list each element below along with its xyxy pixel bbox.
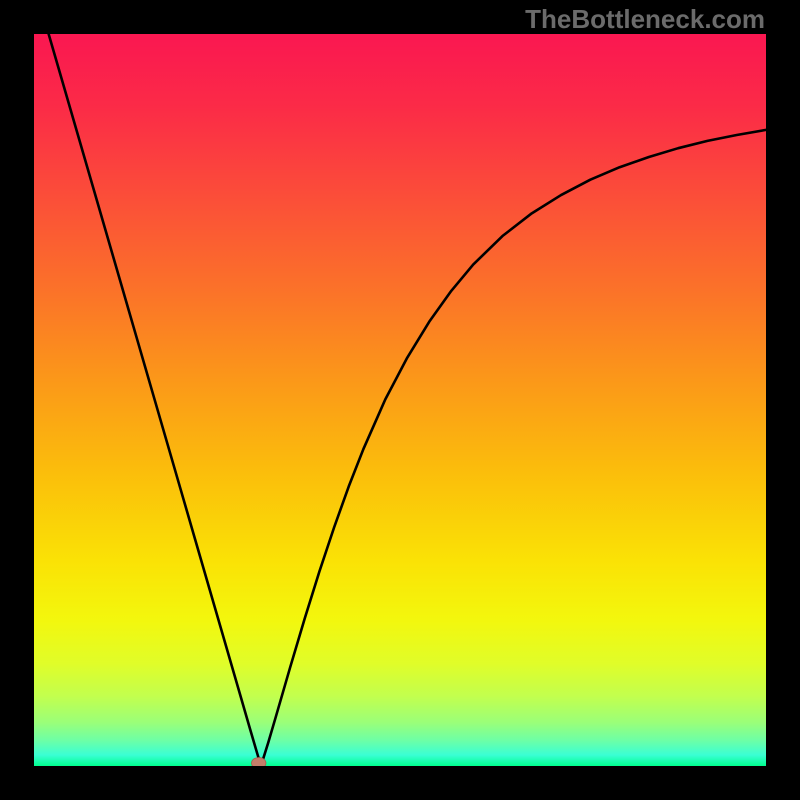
plot-background [34, 34, 766, 766]
frame-bottom [0, 766, 800, 800]
frame-right [766, 0, 800, 800]
watermark-text: TheBottleneck.com [525, 4, 765, 35]
bottleneck-chart [0, 0, 800, 800]
frame-left [0, 0, 34, 800]
